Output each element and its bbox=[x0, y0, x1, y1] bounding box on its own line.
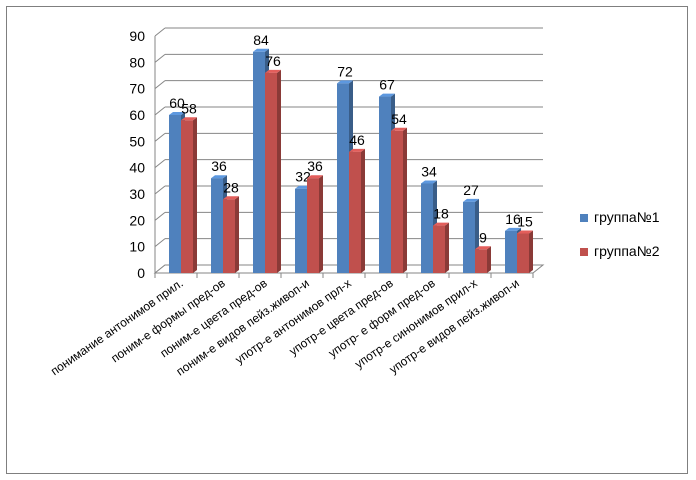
bar bbox=[211, 178, 223, 273]
data-label: 54 bbox=[391, 111, 407, 127]
bar-side bbox=[403, 127, 407, 273]
bar-top bbox=[169, 112, 185, 115]
y-tick-label: 90 bbox=[129, 28, 145, 44]
bar bbox=[307, 178, 319, 273]
bar bbox=[169, 115, 181, 273]
bar-side bbox=[319, 175, 323, 273]
bar-top bbox=[307, 175, 323, 179]
gridline-diagonal bbox=[154, 211, 166, 221]
y-tick-label: 30 bbox=[129, 186, 145, 202]
bar-top bbox=[391, 127, 407, 131]
bar-top bbox=[253, 48, 269, 52]
bar-top bbox=[463, 198, 479, 202]
y-tick-label: 60 bbox=[129, 107, 145, 123]
data-label: 28 bbox=[223, 179, 239, 195]
bar-top bbox=[265, 69, 281, 73]
legend-label: группа№2 bbox=[594, 243, 660, 259]
bar-side bbox=[277, 69, 281, 273]
bar bbox=[421, 183, 433, 273]
data-label: 34 bbox=[421, 163, 437, 179]
data-label: 46 bbox=[349, 132, 365, 148]
y-tick-label: 20 bbox=[129, 212, 145, 228]
data-label: 67 bbox=[379, 77, 395, 93]
bar bbox=[433, 225, 445, 273]
bar bbox=[181, 120, 193, 274]
data-label: 9 bbox=[479, 229, 487, 245]
bar bbox=[379, 96, 391, 273]
bar-top bbox=[181, 117, 197, 121]
gridline-diagonal bbox=[154, 132, 166, 142]
data-label: 16 bbox=[505, 211, 521, 227]
bar bbox=[517, 233, 529, 273]
bar-side bbox=[193, 117, 197, 274]
y-tick-label: 0 bbox=[137, 265, 145, 281]
bar bbox=[391, 130, 403, 273]
bar-top bbox=[421, 180, 437, 184]
bar bbox=[223, 199, 235, 273]
bar-top bbox=[517, 230, 533, 234]
bar-top bbox=[337, 80, 353, 84]
bar-side bbox=[235, 196, 239, 273]
data-label: 72 bbox=[337, 63, 353, 79]
bar bbox=[505, 230, 517, 273]
bar bbox=[253, 51, 265, 273]
data-label: 84 bbox=[253, 32, 269, 48]
bar-top bbox=[505, 227, 521, 231]
data-label: 18 bbox=[433, 206, 449, 222]
gridline-diagonal bbox=[154, 80, 166, 90]
y-tick-label: 80 bbox=[129, 54, 145, 70]
data-label: 58 bbox=[181, 100, 197, 116]
bar bbox=[295, 188, 307, 273]
bar bbox=[265, 72, 277, 273]
y-tick-label: 10 bbox=[129, 239, 145, 255]
gridline-diagonal bbox=[154, 238, 166, 248]
bar-side bbox=[529, 230, 533, 273]
data-label: 27 bbox=[463, 182, 479, 198]
bar-top bbox=[223, 196, 239, 200]
gridline-diagonal bbox=[154, 159, 166, 169]
gridline-diagonal bbox=[154, 106, 166, 116]
gridline-diagonal bbox=[154, 185, 166, 195]
bar-top bbox=[211, 175, 227, 179]
bar-side bbox=[445, 222, 449, 273]
data-label: 76 bbox=[265, 53, 281, 69]
bar-top bbox=[475, 246, 491, 250]
bar bbox=[475, 249, 487, 273]
bar-side bbox=[487, 246, 491, 273]
data-label: 60 bbox=[169, 95, 185, 111]
y-tick-label: 50 bbox=[129, 133, 145, 149]
bar-top bbox=[379, 93, 395, 97]
legend-swatch bbox=[580, 248, 588, 256]
data-label: 15 bbox=[517, 214, 533, 230]
gridline-diagonal bbox=[154, 53, 166, 63]
legend-swatch bbox=[580, 214, 588, 222]
bar-top bbox=[433, 222, 449, 226]
bar bbox=[463, 201, 475, 273]
bar bbox=[349, 151, 361, 273]
bar bbox=[337, 83, 349, 274]
gridline-diagonal bbox=[154, 27, 166, 37]
data-label: 36 bbox=[307, 158, 323, 174]
bar-top bbox=[349, 148, 365, 152]
data-label: 36 bbox=[211, 158, 227, 174]
bar-side bbox=[361, 148, 365, 273]
y-tick-label: 40 bbox=[129, 160, 145, 176]
legend-label: группа№1 bbox=[594, 209, 660, 225]
y-tick-label: 70 bbox=[129, 81, 145, 97]
